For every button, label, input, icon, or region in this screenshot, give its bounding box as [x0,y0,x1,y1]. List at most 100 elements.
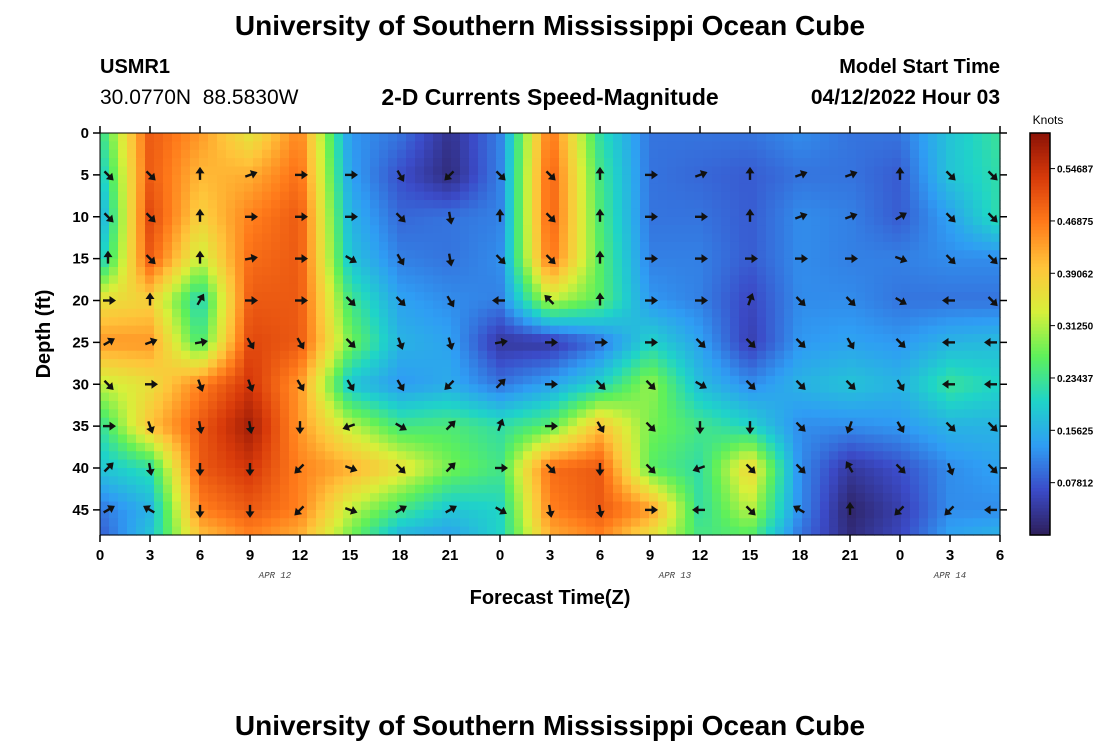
heatmap-cell [289,258,299,268]
heatmap-cell [559,526,569,536]
heatmap-cell [343,200,353,209]
heatmap-cell [505,267,515,276]
heatmap-cell [973,526,983,536]
heatmap-cell [667,325,677,335]
heatmap-cell [298,493,308,503]
heatmap-cell [910,183,920,193]
heatmap-cell [622,241,632,251]
heatmap-cell [307,216,317,226]
heatmap-cell [757,308,767,318]
heatmap-cell [568,191,578,201]
heatmap-cell [433,225,443,235]
heatmap-cell [550,526,560,536]
heatmap-cell [460,133,470,142]
heatmap-cell [208,417,218,427]
heatmap-cell [406,417,416,427]
heatmap-cell [298,325,308,335]
heatmap-cell [631,300,641,310]
heatmap-cell [154,468,164,477]
heatmap-cell [433,233,443,243]
heatmap-cell [946,275,956,285]
heatmap-cell [316,493,326,503]
heatmap-cell [640,426,650,436]
heatmap-cell [424,518,434,528]
heatmap-cell [757,225,767,235]
heatmap-cell [397,233,407,243]
heatmap-cell [109,174,119,184]
heatmap-cell [721,174,731,184]
heatmap-cell [109,375,119,385]
heatmap-cell [532,283,542,293]
heatmap-cell [217,183,227,193]
heatmap-cell [523,342,533,352]
heatmap-cell [343,359,353,369]
heatmap-cell [973,317,983,327]
heatmap-cell [325,308,335,318]
heatmap-cell [955,183,965,193]
heatmap-cell [262,308,272,318]
heatmap-cell [298,359,308,369]
heatmap-cell [361,468,371,477]
heatmap-cell [469,233,479,243]
heatmap-cell [811,384,821,394]
heatmap-cell [910,518,920,528]
heatmap-cell [703,359,713,369]
heatmap-cell [676,275,686,285]
heatmap-cell [982,200,992,209]
heatmap-cell [226,149,236,159]
heatmap-cell [154,459,164,469]
heatmap-cell [235,434,245,444]
heatmap-cell [415,401,425,410]
heatmap-cell [631,216,641,226]
heatmap-cell [883,308,893,318]
heatmap-cell [694,417,704,427]
heatmap-cell [199,426,209,436]
heatmap-cell [208,250,218,260]
heatmap-cell [604,442,614,452]
heatmap-cell [469,409,479,419]
heatmap-cell [316,426,326,436]
heatmap-cell [514,342,524,352]
heatmap-cell [910,375,920,385]
heatmap-cell [208,518,218,528]
heatmap-cell [478,225,488,235]
heatmap-cell [199,401,209,410]
heatmap-cell [496,133,506,142]
heatmap-cell [730,292,740,302]
heatmap-cell [955,409,965,419]
heatmap-cell [928,451,938,461]
heatmap-cell [487,283,497,293]
heatmap-cell [226,451,236,461]
heatmap-cell [847,191,857,201]
heatmap-cell [487,191,497,201]
heatmap-cell [649,334,659,343]
heatmap-cell [127,241,137,251]
heatmap-cell [424,334,434,343]
heatmap-cell [280,208,290,218]
heatmap-cell [757,317,767,327]
heatmap-cell [154,174,164,184]
heatmap-cell [658,476,668,486]
heatmap-cell [667,509,677,519]
heatmap-cell [694,200,704,209]
heatmap-cell [559,367,569,377]
heatmap-cell [919,526,929,536]
heatmap-cell [217,141,227,151]
heatmap-cell [136,267,146,276]
heatmap-cell [478,484,488,494]
heatmap-cell [559,468,569,477]
heatmap-cell [685,200,695,209]
heatmap-cell [703,409,713,419]
heatmap-cell [271,375,281,385]
heatmap-cell [217,518,227,528]
heatmap-cell [955,367,965,377]
heatmap-cell [235,141,245,151]
heatmap-cell [613,476,623,486]
heatmap-cell [541,191,551,201]
heatmap-cell [388,334,398,343]
heatmap-cell [100,208,110,218]
heatmap-cell [739,208,749,218]
heatmap-cell [460,300,470,310]
heatmap-cell [289,359,299,369]
heatmap-cell [775,258,785,268]
